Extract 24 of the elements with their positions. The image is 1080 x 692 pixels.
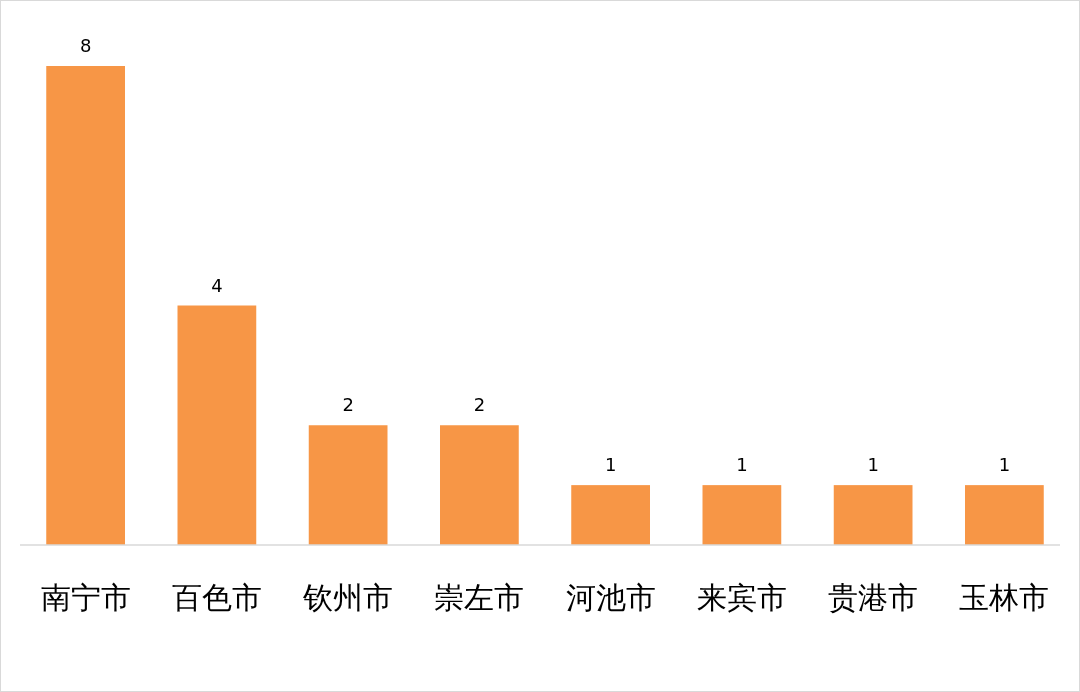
data-label: 1 xyxy=(736,454,748,476)
data-label: 2 xyxy=(473,394,486,416)
bar xyxy=(833,485,913,545)
bar xyxy=(308,425,388,545)
bar xyxy=(440,425,519,545)
data-label: 4 xyxy=(211,274,223,296)
bar xyxy=(702,485,782,545)
data-label: 1 xyxy=(604,454,617,476)
data-label: 1 xyxy=(867,454,879,476)
x-tick-label: 崇左市 xyxy=(434,580,525,615)
x-tick-label: 贵港市 xyxy=(828,580,919,615)
data-label: 8 xyxy=(79,35,92,56)
x-tick-label: 河池市 xyxy=(565,580,656,615)
bar xyxy=(965,485,1044,545)
data-label: 1 xyxy=(998,454,1011,476)
x-tick-label: 南宁市 xyxy=(40,580,131,615)
bar xyxy=(177,305,257,545)
bar xyxy=(571,485,650,545)
bar xyxy=(46,66,125,545)
x-tick-label: 来宾市 xyxy=(696,580,787,615)
x-tick-label: 钦州市 xyxy=(302,580,394,615)
x-tick-label: 玉林市 xyxy=(959,580,1050,615)
data-label: 2 xyxy=(342,394,354,416)
x-tick-label: 百色市 xyxy=(171,580,262,615)
